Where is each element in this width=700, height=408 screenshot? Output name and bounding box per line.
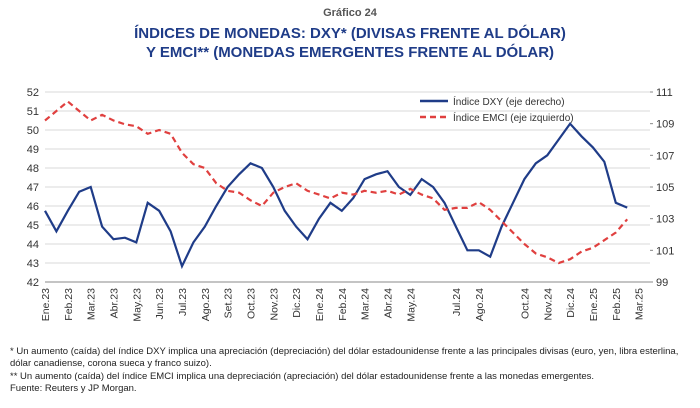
x-tick-label: Ago.24 — [474, 288, 486, 321]
x-tick-label: Jul.23 — [177, 288, 189, 316]
y2-tick-label: 99 — [656, 277, 668, 289]
chart-title: Y EMCI** (MONEDAS EMERGENTES FRENTE AL D… — [146, 43, 554, 61]
legend-label: Índice DXY (eje derecho) — [453, 95, 565, 108]
legend-label: Índice EMCI (eje izquierdo) — [453, 111, 574, 124]
x-tick-label: Ene.23 — [40, 288, 52, 321]
y2-tick-label: 109 — [656, 119, 674, 131]
y2-tick-label: 107 — [656, 150, 674, 162]
x-tick-label: Jul.24 — [451, 288, 463, 316]
y2-tick-label: 111 — [656, 87, 673, 99]
y-tick-label: 50 — [27, 125, 39, 137]
y-tick-label: 44 — [27, 239, 39, 251]
x-tick-label: Jun.23 — [154, 288, 166, 320]
y-tick-label: 52 — [27, 87, 39, 99]
x-tick-label: Dic.24 — [565, 288, 577, 318]
footnote: ** Un aumento (caída) del índice EMCI im… — [10, 371, 595, 382]
x-tick-label: Nov.23 — [268, 288, 280, 321]
chart: Gráfico 24 ÍNDICES DE MONEDAS: DXY* (DIV… — [27, 7, 675, 322]
x-tick-label: Oct.24 — [519, 288, 531, 319]
x-tick-label: Nov.24 — [542, 288, 554, 321]
x-tick-label: May.24 — [405, 288, 417, 322]
x-tick-label: Ene.25 — [588, 288, 600, 321]
y2-tick-label: 101 — [656, 245, 674, 257]
series-line — [44, 121, 628, 270]
y-tick-label: 42 — [27, 277, 39, 289]
y-tick-label: 43 — [27, 258, 39, 270]
y2-tick-label: 105 — [656, 182, 674, 194]
x-tick-label: May.23 — [131, 288, 143, 322]
footnote: * Un aumento (caída) del índice DXY impl… — [10, 346, 679, 369]
x-tick-label: Mar.24 — [360, 288, 372, 320]
x-tick-label: Ene.24 — [314, 288, 326, 321]
y-tick-label: 51 — [27, 106, 39, 118]
y-tick-label: 47 — [27, 182, 39, 194]
x-tick-label: Feb.25 — [611, 288, 623, 321]
x-tick-label: Feb.23 — [63, 288, 75, 321]
y-tick-label: 49 — [27, 144, 39, 156]
y2-tick-label: 103 — [656, 214, 674, 226]
source: Fuente: Reuters y JP Morgan. — [10, 383, 137, 394]
x-tick-label: Abr.23 — [108, 288, 120, 319]
y-tick-label: 46 — [27, 201, 39, 213]
chart-title: ÍNDICES DE MONEDAS: DXY* (DIVISAS FRENTE… — [134, 24, 566, 42]
x-tick-label: Ago.23 — [200, 288, 212, 321]
series-line — [44, 100, 629, 265]
y-tick-label: 45 — [27, 220, 39, 232]
x-tick-label: Mar.23 — [86, 288, 98, 320]
chart-kicker: Gráfico 24 — [323, 7, 378, 19]
x-tick-label: Mar.25 — [634, 288, 646, 320]
x-tick-label: Dic.23 — [291, 288, 303, 318]
x-tick-label: Abr.24 — [382, 288, 394, 319]
x-tick-label: Oct.23 — [245, 288, 257, 319]
x-tick-label: Feb.24 — [337, 288, 349, 321]
y-tick-label: 48 — [27, 163, 39, 175]
x-tick-label: Set.23 — [223, 288, 235, 319]
